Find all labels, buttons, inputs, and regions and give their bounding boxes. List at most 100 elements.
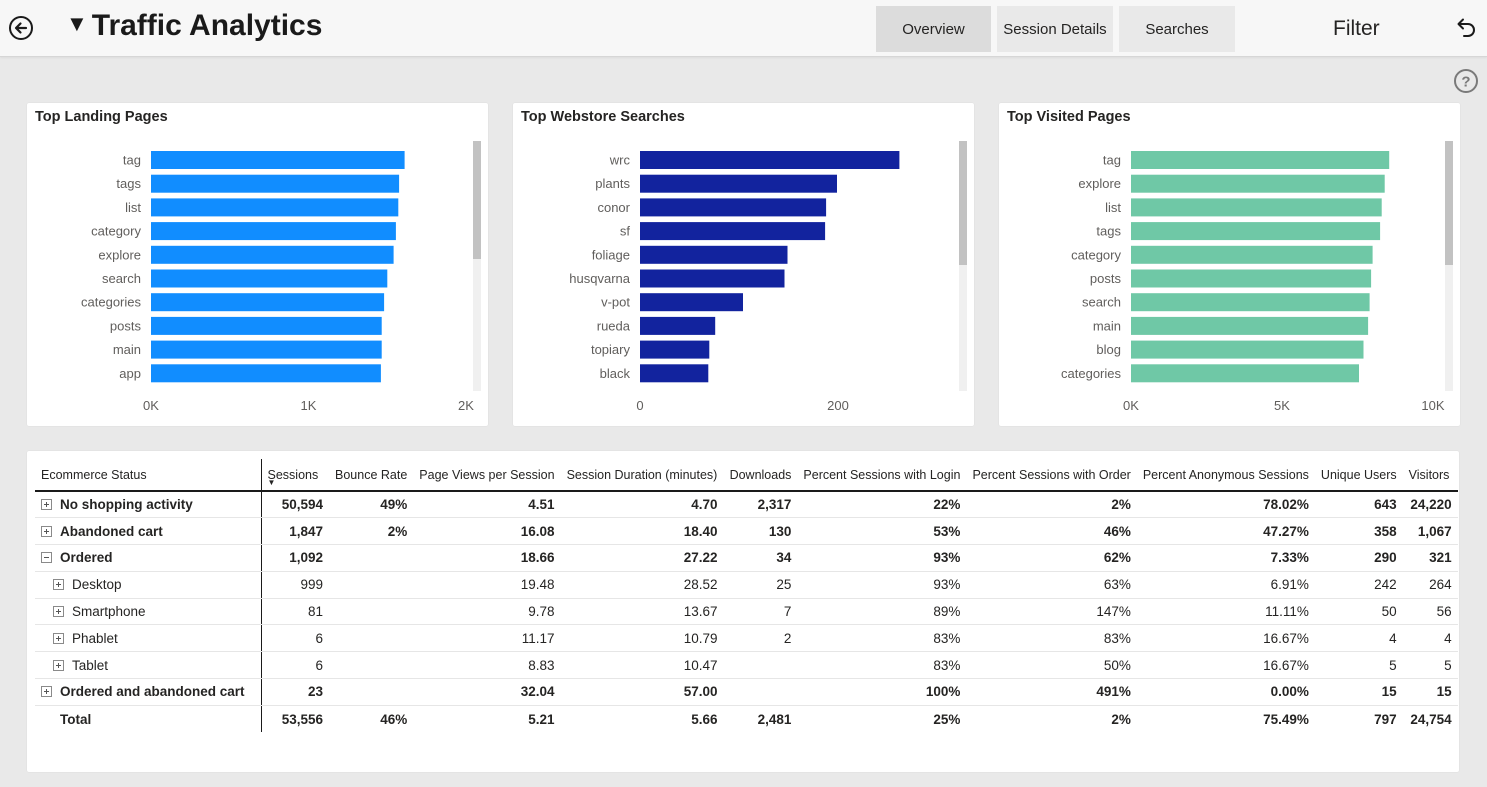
- table-row[interactable]: Tablet 6 8.83 10.47 83% 50% 16.67% 5 5: [35, 651, 1458, 680]
- bar[interactable]: [640, 198, 827, 217]
- expand-plus-icon[interactable]: [41, 499, 52, 511]
- column-header-percent-sessions-order[interactable]: Percent Sessions with Order: [966, 459, 1137, 492]
- category-label: main: [113, 342, 141, 357]
- axis-tick-label: 0K: [1123, 398, 1139, 413]
- bar[interactable]: [1131, 269, 1372, 288]
- expand-plus-icon[interactable]: [53, 606, 64, 618]
- expand-plus-icon[interactable]: [53, 632, 64, 644]
- bar[interactable]: [151, 198, 399, 217]
- category-label: tags: [1096, 224, 1121, 239]
- triangle-down-icon: ▼: [66, 11, 88, 36]
- bar[interactable]: [151, 151, 405, 169]
- chart-title: Top Visited Pages: [1007, 109, 1131, 125]
- table-cell: 6: [261, 624, 329, 653]
- bar[interactable]: [151, 222, 396, 241]
- bar[interactable]: [640, 151, 900, 169]
- table-row[interactable]: Smartphone 81 9.78 13.67 7 89% 147% 11.11% 50 56: [35, 598, 1458, 626]
- bar[interactable]: [640, 174, 837, 193]
- bar[interactable]: [151, 245, 394, 264]
- bar[interactable]: [151, 174, 400, 193]
- table-cell: 15: [1402, 678, 1458, 706]
- table-cell: 50: [1314, 598, 1403, 626]
- table-row[interactable]: Phablet 6 11.17 10.79 2 83% 83% 16.67% 4 4: [35, 624, 1458, 653]
- bar[interactable]: [1131, 198, 1382, 217]
- table-row[interactable]: Ordered and abandoned cart 23 32.04 57.00 10…: [35, 678, 1458, 706]
- row-label-cell: Total: [35, 705, 262, 733]
- table-cell: [329, 598, 414, 626]
- chart-scrollbar[interactable]: [1445, 141, 1453, 391]
- column-header-percent-anonymous-sessions[interactable]: Percent Anonymous Sessions: [1136, 459, 1315, 492]
- table-cell: 56: [1402, 598, 1458, 626]
- tab-session-details[interactable]: Session Details: [997, 6, 1113, 52]
- bar[interactable]: [1131, 316, 1369, 335]
- scrollbar-thumb[interactable]: [959, 141, 967, 265]
- row-label: Phablet: [72, 630, 118, 646]
- bar[interactable]: [151, 340, 382, 359]
- column-header-ecommerce-status[interactable]: Ecommerce Status: [35, 459, 262, 492]
- column-header-bounce-rate[interactable]: Bounce Rate: [329, 459, 414, 492]
- table-total-row[interactable]: Total 53,556 46% 5.21 5.66 2,481 25% 2% 75.49% 79…: [35, 705, 1458, 733]
- scrollbar-thumb[interactable]: [1445, 141, 1453, 265]
- table-cell: 49%: [329, 491, 414, 519]
- row-label: Ordered: [60, 550, 113, 566]
- table-cell: 643: [1314, 491, 1403, 519]
- back-arrow-circle-icon[interactable]: [8, 15, 34, 41]
- collapse-minus-icon[interactable]: [41, 552, 52, 564]
- tab-searches[interactable]: Searches: [1119, 6, 1235, 52]
- bar[interactable]: [151, 293, 385, 312]
- bar[interactable]: [1131, 222, 1381, 241]
- category-label: v-pot: [601, 295, 630, 310]
- table-cell: [723, 651, 798, 680]
- bar[interactable]: [1131, 293, 1370, 312]
- bar[interactable]: [1131, 151, 1390, 169]
- table-cell: [329, 651, 414, 680]
- bar[interactable]: [1131, 340, 1364, 359]
- table-cell: [329, 624, 414, 653]
- table-cell: 18.66: [413, 544, 561, 572]
- bar[interactable]: [640, 245, 788, 264]
- expand-plus-icon[interactable]: [53, 659, 64, 671]
- bar[interactable]: [151, 269, 388, 288]
- scrollbar-thumb[interactable]: [473, 141, 481, 259]
- expand-plus-icon[interactable]: [41, 525, 52, 537]
- table-row[interactable]: No shopping activity 50,594 49% 4.51 4.70 2,3…: [35, 491, 1458, 519]
- row-label: Smartphone: [72, 604, 146, 620]
- table-cell: 24,220: [1402, 491, 1458, 519]
- chart-scrollbar[interactable]: [473, 141, 481, 391]
- bar[interactable]: [640, 316, 716, 335]
- tab-overview[interactable]: Overview: [876, 6, 991, 52]
- column-header-visitors[interactable]: Visitors: [1402, 459, 1458, 492]
- bar[interactable]: [151, 316, 382, 335]
- column-header-session-duration[interactable]: Session Duration (minutes): [560, 459, 724, 492]
- category-label: categories: [81, 295, 141, 310]
- bar[interactable]: [151, 364, 381, 383]
- bar[interactable]: [640, 269, 785, 288]
- table-cell: 8.83: [413, 651, 561, 680]
- bar[interactable]: [640, 340, 710, 359]
- chart-scrollbar[interactable]: [959, 141, 967, 391]
- table-cell: 28.52: [560, 571, 724, 599]
- column-header-downloads[interactable]: Downloads: [723, 459, 798, 492]
- column-header-unique-users[interactable]: Unique Users: [1314, 459, 1403, 492]
- page-title[interactable]: ▼ Traffic Analytics: [66, 9, 322, 43]
- table-row[interactable]: Abandoned cart 1,847 2% 16.08 18.40 130 53% 46%…: [35, 517, 1458, 546]
- bar[interactable]: [640, 293, 743, 312]
- undo-icon[interactable]: [1452, 15, 1478, 41]
- column-header-sessions[interactable]: Sessions ▼: [261, 459, 329, 492]
- bar[interactable]: [640, 364, 709, 383]
- category-label: posts: [110, 318, 142, 333]
- expand-plus-icon[interactable]: [53, 579, 64, 591]
- table-row[interactable]: Desktop 999 19.48 28.52 25 93% 63% 6.91% 242 264: [35, 571, 1458, 599]
- bar[interactable]: [640, 222, 826, 241]
- column-header-page-views-per-session[interactable]: Page Views per Session: [413, 459, 561, 492]
- column-header-percent-sessions-login[interactable]: Percent Sessions with Login: [797, 459, 967, 492]
- expand-plus-icon[interactable]: [41, 686, 52, 698]
- bar[interactable]: [1131, 364, 1359, 383]
- table-row[interactable]: Ordered 1,092 18.66 27.22 34 93% 62% 7.33% 290 32…: [35, 544, 1458, 572]
- table-cell: 5.21: [528, 711, 555, 727]
- bar[interactable]: [1131, 245, 1373, 264]
- help-circle-icon[interactable]: ?: [1453, 68, 1479, 94]
- bar[interactable]: [1131, 174, 1385, 193]
- filter-button[interactable]: Filter: [1333, 17, 1380, 40]
- table-cell: 4.70: [560, 491, 724, 519]
